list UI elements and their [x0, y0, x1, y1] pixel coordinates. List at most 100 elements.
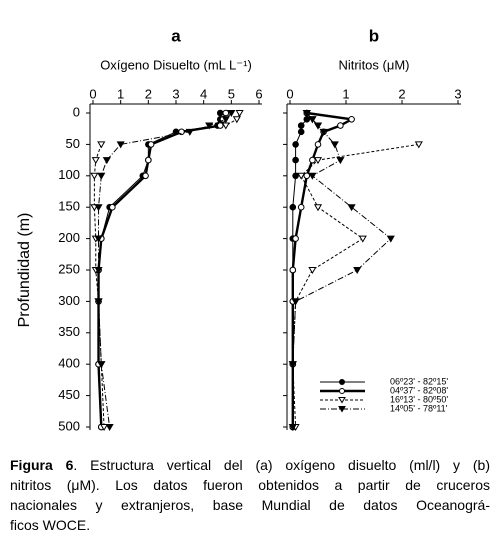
caption-label: Figura 6: [10, 457, 74, 473]
marker: [97, 141, 106, 149]
legend-label: 16º13' - 80º50': [390, 394, 448, 404]
marker: [105, 424, 114, 431]
marker: [314, 141, 322, 148]
y-tick-label: 150: [58, 199, 80, 214]
y-tick-label: 0: [73, 104, 80, 119]
legend-marker: [338, 406, 346, 413]
marker: [292, 235, 299, 242]
caption-line: nitritos (μM). Los datos fueron obtenido…: [10, 477, 490, 493]
x-tick-label: 3: [172, 86, 179, 101]
y-tick-label: 200: [58, 230, 80, 245]
y-tick-label: 100: [58, 167, 80, 182]
marker: [235, 110, 244, 117]
marker: [221, 122, 230, 130]
x-tick-label: 0: [89, 86, 96, 101]
x-tick-label: 5: [228, 86, 235, 101]
marker: [99, 424, 109, 431]
y-tick-label: 500: [58, 418, 80, 433]
y-tick-label: 450: [58, 387, 80, 402]
marker: [313, 122, 323, 130]
profile-line: [98, 112, 232, 428]
marker: [303, 172, 311, 180]
marker: [330, 141, 339, 149]
x-tick-label: 4: [200, 86, 207, 101]
y-tick-label: 400: [58, 356, 80, 371]
figure: a Oxígeno Disuelto (mL L⁻¹) 0 1 2 3 4 5 6 0 50 100 1…: [16, 26, 461, 433]
y-tick-label: 300: [58, 293, 80, 308]
marker: [222, 109, 230, 117]
x-tick-label: 0: [286, 86, 293, 101]
marker: [288, 361, 297, 369]
marker: [221, 116, 230, 124]
marker: [319, 128, 328, 136]
y-tick-label: 50: [66, 136, 80, 151]
marker: [297, 172, 306, 180]
legend-marker: [338, 397, 346, 404]
x-tick-label: 1: [117, 86, 124, 101]
legend-label: 06º23' - 82º15': [390, 376, 448, 386]
marker: [116, 141, 125, 149]
marker: [308, 267, 317, 274]
caption-line: Figura 6. Estructura vertical del (a) ox…: [10, 455, 490, 475]
marker: [292, 156, 299, 164]
marker: [94, 204, 103, 212]
marker: [348, 115, 355, 123]
panel-label: a: [171, 26, 181, 45]
marker: [336, 157, 345, 165]
marker: [94, 267, 103, 274]
marker: [102, 157, 111, 165]
marker: [216, 109, 224, 117]
marker: [291, 298, 300, 306]
marker: [185, 128, 194, 136]
caption-text: . Estructura vertical del (a) oxígeno di…: [73, 457, 490, 473]
legend-marker: [339, 388, 345, 394]
y-tick-label: 350: [58, 324, 80, 339]
marker: [109, 203, 116, 211]
marker: [358, 235, 367, 243]
x-tick-label: 1: [342, 86, 349, 101]
x-tick-label: 2: [145, 86, 152, 101]
marker: [142, 172, 149, 180]
marker: [309, 156, 316, 164]
legend-label: 04º37' - 82º08': [390, 385, 448, 395]
marker: [302, 110, 311, 117]
x-tick-label: 2: [398, 86, 405, 101]
panel-label: b: [369, 26, 379, 45]
x-tick-label: 3: [454, 86, 461, 101]
marker: [232, 116, 241, 124]
caption-line: ficos WOCE.: [10, 517, 91, 533]
marker: [97, 172, 106, 180]
marker: [147, 141, 155, 148]
marker: [289, 203, 297, 211]
marker: [297, 203, 305, 211]
caption: Figura 6. Estructura vertical del (a) ox…: [10, 455, 490, 535]
marker: [216, 122, 224, 129]
marker: [90, 172, 99, 180]
marker: [145, 156, 152, 164]
marker: [205, 122, 214, 130]
marker: [313, 204, 323, 212]
profile-line: [98, 113, 221, 428]
marker: [292, 141, 299, 148]
legend-label: 14º05' - 78º11': [390, 403, 448, 413]
marker: [297, 128, 305, 136]
marker: [91, 157, 100, 165]
marker: [94, 235, 103, 243]
marker: [308, 172, 317, 180]
axis-title: Oxígeno Disuelto (mL L⁻¹): [100, 57, 252, 72]
marker: [97, 361, 106, 369]
marker: [288, 424, 297, 431]
y-axis-title: Profundidad (m): [16, 213, 33, 328]
marker: [414, 141, 423, 149]
marker: [313, 157, 323, 165]
y-tick-label: 250: [58, 261, 80, 276]
marker: [386, 235, 395, 243]
caption-line: nacionales y extranjeros, base Mundial d…: [10, 497, 490, 513]
marker: [347, 204, 356, 212]
marker: [292, 172, 299, 180]
x-tick-label: 6: [255, 86, 262, 101]
marker: [227, 110, 236, 117]
marker: [94, 298, 103, 306]
marker: [303, 115, 311, 123]
